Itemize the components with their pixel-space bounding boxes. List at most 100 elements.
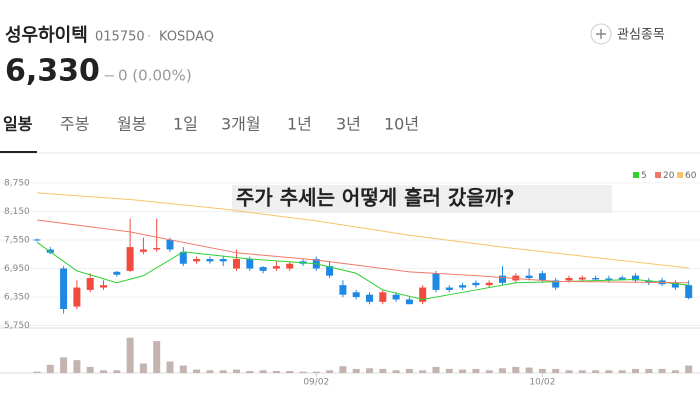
ma-line [36, 192, 689, 269]
tab[interactable]: 1일 [173, 115, 198, 134]
candle-body [605, 278, 613, 281]
volume-bar [193, 369, 201, 373]
candle-body [33, 239, 41, 241]
volume-bar [366, 368, 373, 373]
x-tick-label: 09/02 [303, 378, 329, 388]
volume-bar [445, 368, 453, 373]
candle-body [592, 278, 600, 280]
candle-body [46, 249, 54, 253]
candle-body [259, 267, 267, 271]
y-tick-label: 6,350 [4, 293, 30, 303]
volume-bar [312, 371, 320, 373]
volume-bar [592, 370, 600, 373]
candle-body [206, 258, 214, 262]
legend-swatch [655, 172, 661, 178]
volume-bar [671, 370, 679, 373]
volume-bar [552, 368, 560, 373]
volume-bar [299, 371, 307, 373]
candle-body [139, 249, 147, 252]
volume-bar [86, 366, 94, 373]
legend-label: 5 [641, 171, 647, 181]
volume-bar [658, 368, 666, 373]
volume-bar [499, 368, 506, 373]
banner-bg [232, 185, 612, 213]
tab[interactable]: 3개월 [221, 115, 261, 134]
candle-body [286, 263, 294, 269]
volume-bar [379, 368, 387, 373]
volume-bar [113, 370, 121, 373]
y-tick-label: 8,750 [4, 178, 30, 188]
candle-body [326, 266, 334, 276]
candle-body [233, 258, 240, 269]
y-tick-label: 6,950 [4, 264, 30, 274]
volume-bar [538, 368, 546, 373]
candle-body [565, 278, 573, 281]
volume-bar [578, 370, 586, 373]
volume-bar [432, 366, 440, 373]
candle-body [379, 292, 387, 302]
watch-icon [590, 23, 612, 45]
candle-body [685, 285, 693, 299]
candle-body [246, 258, 254, 269]
candle-body [153, 248, 161, 250]
candle-body [179, 251, 187, 264]
change-sign: − [103, 67, 116, 85]
volume-bar [392, 370, 400, 373]
candle-body [100, 285, 107, 288]
y-tick-label: 7,550 [4, 235, 30, 245]
volume-bar [100, 370, 107, 373]
market: KOSDAQ [159, 30, 214, 45]
volume-bar [179, 365, 187, 373]
volume-bar [512, 366, 520, 373]
volume-bar [352, 368, 360, 373]
candle-body [219, 258, 227, 262]
legend-swatch [677, 172, 683, 178]
tab[interactable]: 월봉 [117, 115, 146, 134]
tab[interactable]: 1년 [287, 115, 312, 134]
volume-bar [46, 364, 54, 373]
volume-bar [632, 368, 639, 373]
candle-body [193, 258, 201, 262]
candle-body [618, 277, 626, 280]
x-tick-label: 10/02 [529, 378, 555, 388]
tab[interactable]: 일봉 [3, 115, 33, 134]
volume-bar [685, 365, 693, 373]
volume-bar [339, 366, 347, 373]
candle-body [578, 277, 586, 280]
candle-body [632, 275, 639, 281]
volume-bar [605, 370, 613, 373]
legend-label: 60 [685, 171, 697, 181]
volume-bar [153, 341, 161, 373]
volume-bar [246, 370, 254, 373]
volume-bar [419, 370, 427, 373]
volume-bar [485, 370, 493, 373]
y-tick-label: 5,750 [4, 321, 30, 331]
tab[interactable]: 10년 [384, 115, 419, 134]
volume-bar [272, 370, 280, 373]
candle-body [339, 285, 347, 295]
volume-bar [326, 370, 334, 373]
stock-code: 015750 [95, 30, 145, 45]
candle-body [645, 280, 653, 283]
candle-body [73, 287, 81, 307]
candle-body [525, 275, 533, 279]
watch-label[interactable]: 관심종목 [617, 28, 665, 43]
watch-button[interactable]: 관심종목 [590, 23, 665, 45]
volume-bar [219, 370, 227, 373]
candle-body [352, 292, 360, 298]
volume-bar [472, 368, 480, 373]
candle-body [472, 282, 480, 286]
candle-body [485, 282, 493, 286]
volume-bar [286, 370, 294, 373]
legend-label: 20 [663, 171, 675, 181]
price: 6,330 [5, 54, 100, 89]
y-tick-label: 8,150 [4, 207, 30, 217]
candle-body [419, 287, 427, 302]
ma-line [36, 219, 689, 284]
candle-body [60, 268, 68, 309]
tab[interactable]: 3년 [336, 115, 361, 134]
volume-bar [405, 368, 413, 373]
candle-body [671, 282, 679, 288]
tab[interactable]: 주봉 [60, 115, 89, 134]
